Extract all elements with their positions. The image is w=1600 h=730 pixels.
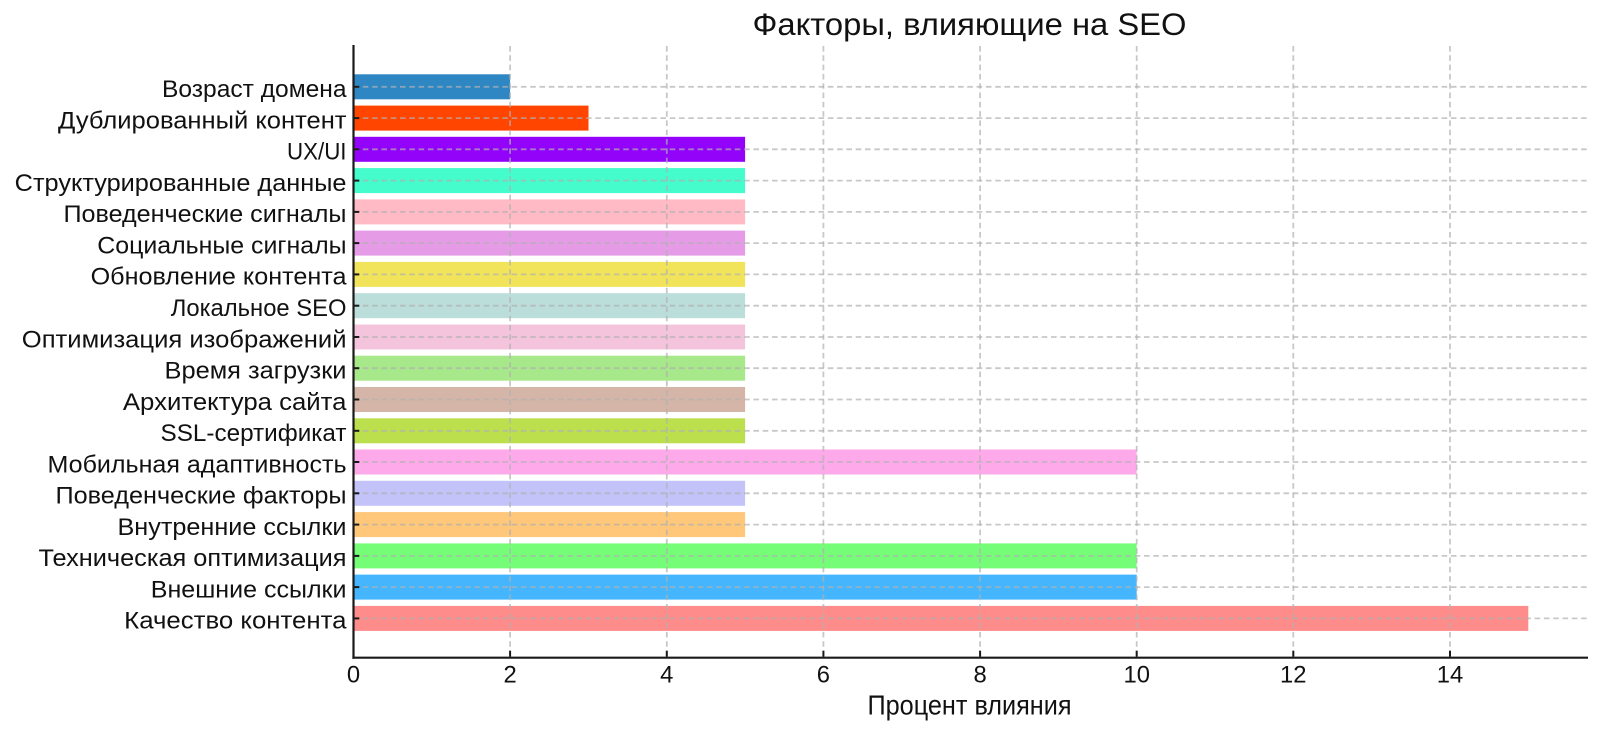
svg-text:6: 6 — [817, 662, 830, 689]
svg-text:Дублированный контент: Дублированный контент — [58, 107, 347, 134]
svg-text:Качество контента: Качество контента — [124, 608, 347, 635]
svg-text:8: 8 — [973, 662, 986, 689]
svg-text:Оптимизация изображений: Оптимизация изображений — [22, 326, 347, 353]
svg-text:Структурированные данные: Структурированные данные — [15, 170, 347, 197]
svg-text:Время загрузки: Время загрузки — [165, 358, 347, 385]
svg-text:Архитектура сайта: Архитектура сайта — [123, 389, 347, 416]
svg-text:Возраст домена: Возраст домена — [162, 76, 347, 103]
svg-text:SSL-сертификат: SSL-сертификат — [161, 420, 347, 447]
svg-text:12: 12 — [1280, 662, 1306, 689]
svg-text:4: 4 — [660, 662, 673, 689]
svg-text:Локальное SEO: Локальное SEO — [171, 295, 347, 322]
svg-text:Социальные сигналы: Социальные сигналы — [97, 232, 346, 259]
svg-text:Мобильная адаптивность: Мобильная адаптивность — [48, 451, 347, 478]
svg-text:Факторы, влияющие на SEO: Факторы, влияющие на SEO — [753, 6, 1187, 42]
svg-text:10: 10 — [1123, 662, 1149, 689]
svg-text:UX/UI: UX/UI — [287, 139, 347, 166]
svg-text:Обновление контента: Обновление контента — [91, 264, 347, 291]
svg-text:14: 14 — [1437, 662, 1463, 689]
svg-text:Процент влияния: Процент влияния — [868, 690, 1072, 721]
svg-text:2: 2 — [503, 662, 516, 689]
svg-text:0: 0 — [347, 662, 360, 689]
svg-text:Внешние ссылки: Внешние ссылки — [151, 576, 347, 603]
svg-text:Поведенческие сигналы: Поведенческие сигналы — [64, 201, 347, 228]
svg-text:Внутренние ссылки: Внутренние ссылки — [118, 514, 347, 541]
svg-text:Техническая оптимизация: Техническая оптимизация — [39, 545, 347, 572]
svg-text:Поведенческие факторы: Поведенческие факторы — [56, 483, 347, 510]
